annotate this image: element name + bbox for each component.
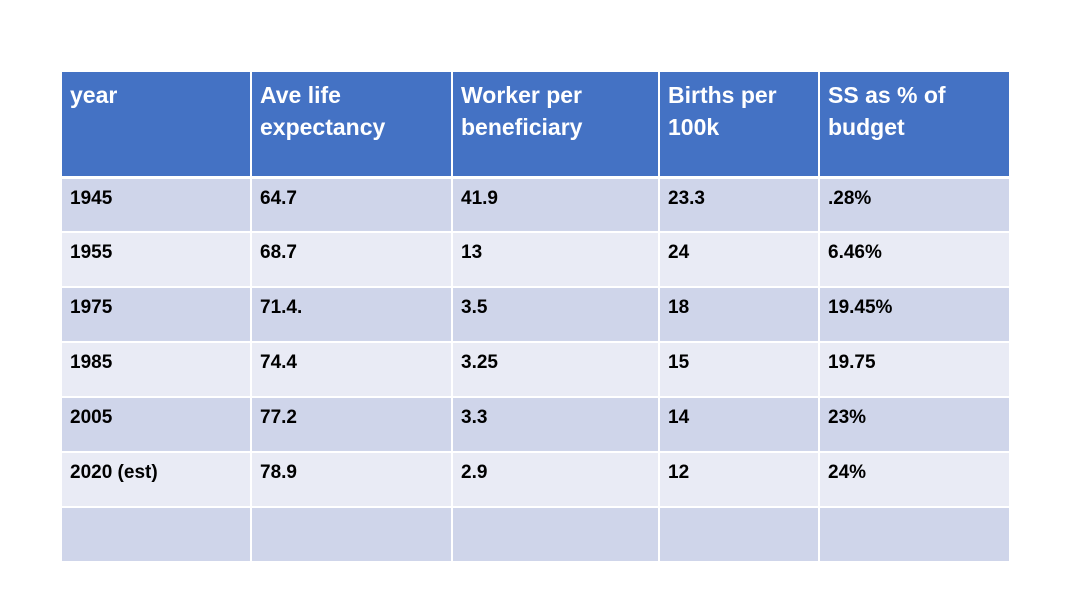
cell-year: 1955	[62, 232, 252, 288]
header-life-expectancy: Ave life expectancy	[251, 72, 453, 179]
cell-year	[62, 507, 252, 563]
table-row: 1975 71.4. 3.5 18 19.45%	[62, 287, 1009, 343]
data-table: year Ave life expectancy Worker per bene…	[62, 72, 1009, 563]
header-worker-per-beneficiary: Worker per beneficiary	[452, 72, 660, 179]
table-row: 1945 64.7 41.9 23.3 .28%	[62, 177, 1009, 233]
cell-worker-per-beneficiary: 3.25	[452, 342, 660, 398]
table-row: 2020 (est) 78.9 2.9 12 24%	[62, 452, 1009, 508]
cell-ss-percent-budget: 19.75	[819, 342, 1009, 398]
cell-life-expectancy: 77.2	[251, 397, 453, 453]
cell-life-expectancy: 74.4	[251, 342, 453, 398]
table-body: 1945 64.7 41.9 23.3 .28% 1955 68.7 13 24…	[62, 177, 1009, 563]
cell-year: 1945	[62, 177, 252, 233]
cell-worker-per-beneficiary: 41.9	[452, 177, 660, 233]
table-row: 1955 68.7 13 24 6.46%	[62, 232, 1009, 288]
table-row-empty	[62, 507, 1009, 563]
cell-life-expectancy: 71.4.	[251, 287, 453, 343]
cell-births-per-100k: 24	[659, 232, 820, 288]
table-row: 2005 77.2 3.3 14 23%	[62, 397, 1009, 453]
cell-worker-per-beneficiary: 3.3	[452, 397, 660, 453]
cell-year: 2005	[62, 397, 252, 453]
header-row: year Ave life expectancy Worker per bene…	[62, 72, 1009, 179]
cell-life-expectancy	[251, 507, 453, 563]
cell-year: 1975	[62, 287, 252, 343]
cell-ss-percent-budget: 19.45%	[819, 287, 1009, 343]
cell-births-per-100k: 14	[659, 397, 820, 453]
cell-year: 1985	[62, 342, 252, 398]
cell-life-expectancy: 68.7	[251, 232, 453, 288]
table-header: year Ave life expectancy Worker per bene…	[62, 72, 1009, 179]
cell-ss-percent-budget: 24%	[819, 452, 1009, 508]
cell-births-per-100k: 18	[659, 287, 820, 343]
cell-ss-percent-budget	[819, 507, 1009, 563]
cell-births-per-100k: 12	[659, 452, 820, 508]
cell-ss-percent-budget: 6.46%	[819, 232, 1009, 288]
header-ss-percent-budget: SS as % of budget	[819, 72, 1009, 179]
header-births-per-100k: Births per 100k	[659, 72, 820, 179]
cell-worker-per-beneficiary	[452, 507, 660, 563]
cell-births-per-100k	[659, 507, 820, 563]
table-row: 1985 74.4 3.25 15 19.75	[62, 342, 1009, 398]
header-year: year	[62, 72, 252, 179]
cell-births-per-100k: 23.3	[659, 177, 820, 233]
cell-worker-per-beneficiary: 3.5	[452, 287, 660, 343]
cell-worker-per-beneficiary: 13	[452, 232, 660, 288]
cell-life-expectancy: 78.9	[251, 452, 453, 508]
cell-year: 2020 (est)	[62, 452, 252, 508]
cell-ss-percent-budget: .28%	[819, 177, 1009, 233]
cell-ss-percent-budget: 23%	[819, 397, 1009, 453]
cell-life-expectancy: 64.7	[251, 177, 453, 233]
cell-worker-per-beneficiary: 2.9	[452, 452, 660, 508]
cell-births-per-100k: 15	[659, 342, 820, 398]
